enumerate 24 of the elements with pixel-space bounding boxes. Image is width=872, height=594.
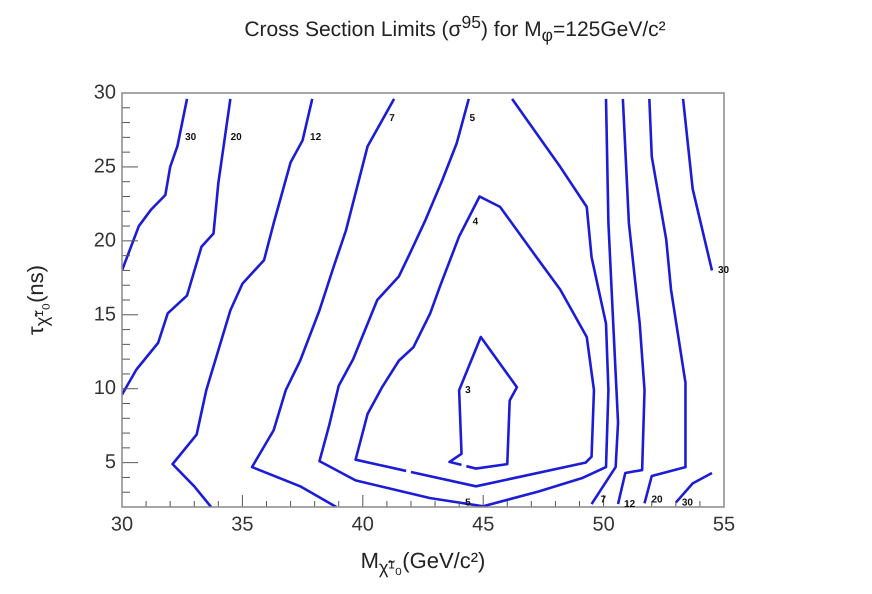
- x-axis-title: M$_{χ̃¹₀}$(GeV/c²): [360, 548, 486, 578]
- x-tick-label: 35: [231, 514, 254, 536]
- annotation: 12: [310, 132, 322, 144]
- annotation: 3: [465, 384, 472, 396]
- annotation: 30: [682, 497, 694, 508]
- y-tick-label: 20: [94, 229, 116, 252]
- annotation: 5: [469, 112, 476, 124]
- x-tick-label: 30: [110, 514, 134, 536]
- x-tick-label: 45: [472, 514, 494, 536]
- x-tick-label: 50: [592, 514, 615, 536]
- annotation: 30: [185, 132, 197, 144]
- y-tick-label: 10: [94, 377, 116, 400]
- y-tick-label: 30: [94, 82, 116, 104]
- annotation: 7: [389, 112, 396, 124]
- annotation: 4: [472, 216, 479, 228]
- annotation: 20: [652, 494, 664, 506]
- x-tick-label: 40: [352, 514, 374, 536]
- x-tick-label: 55: [712, 514, 736, 536]
- annotation: 20: [230, 132, 242, 144]
- y-tick-label: 15: [94, 303, 116, 326]
- annotation: 30: [718, 265, 730, 276]
- y-tick-label: 5: [104, 451, 116, 474]
- chart-title: Cross Section Limits (σ$^{95}$) for M$_{φ}$=125GeV/c²: [243, 12, 667, 46]
- y-tick-label: 25: [94, 155, 116, 178]
